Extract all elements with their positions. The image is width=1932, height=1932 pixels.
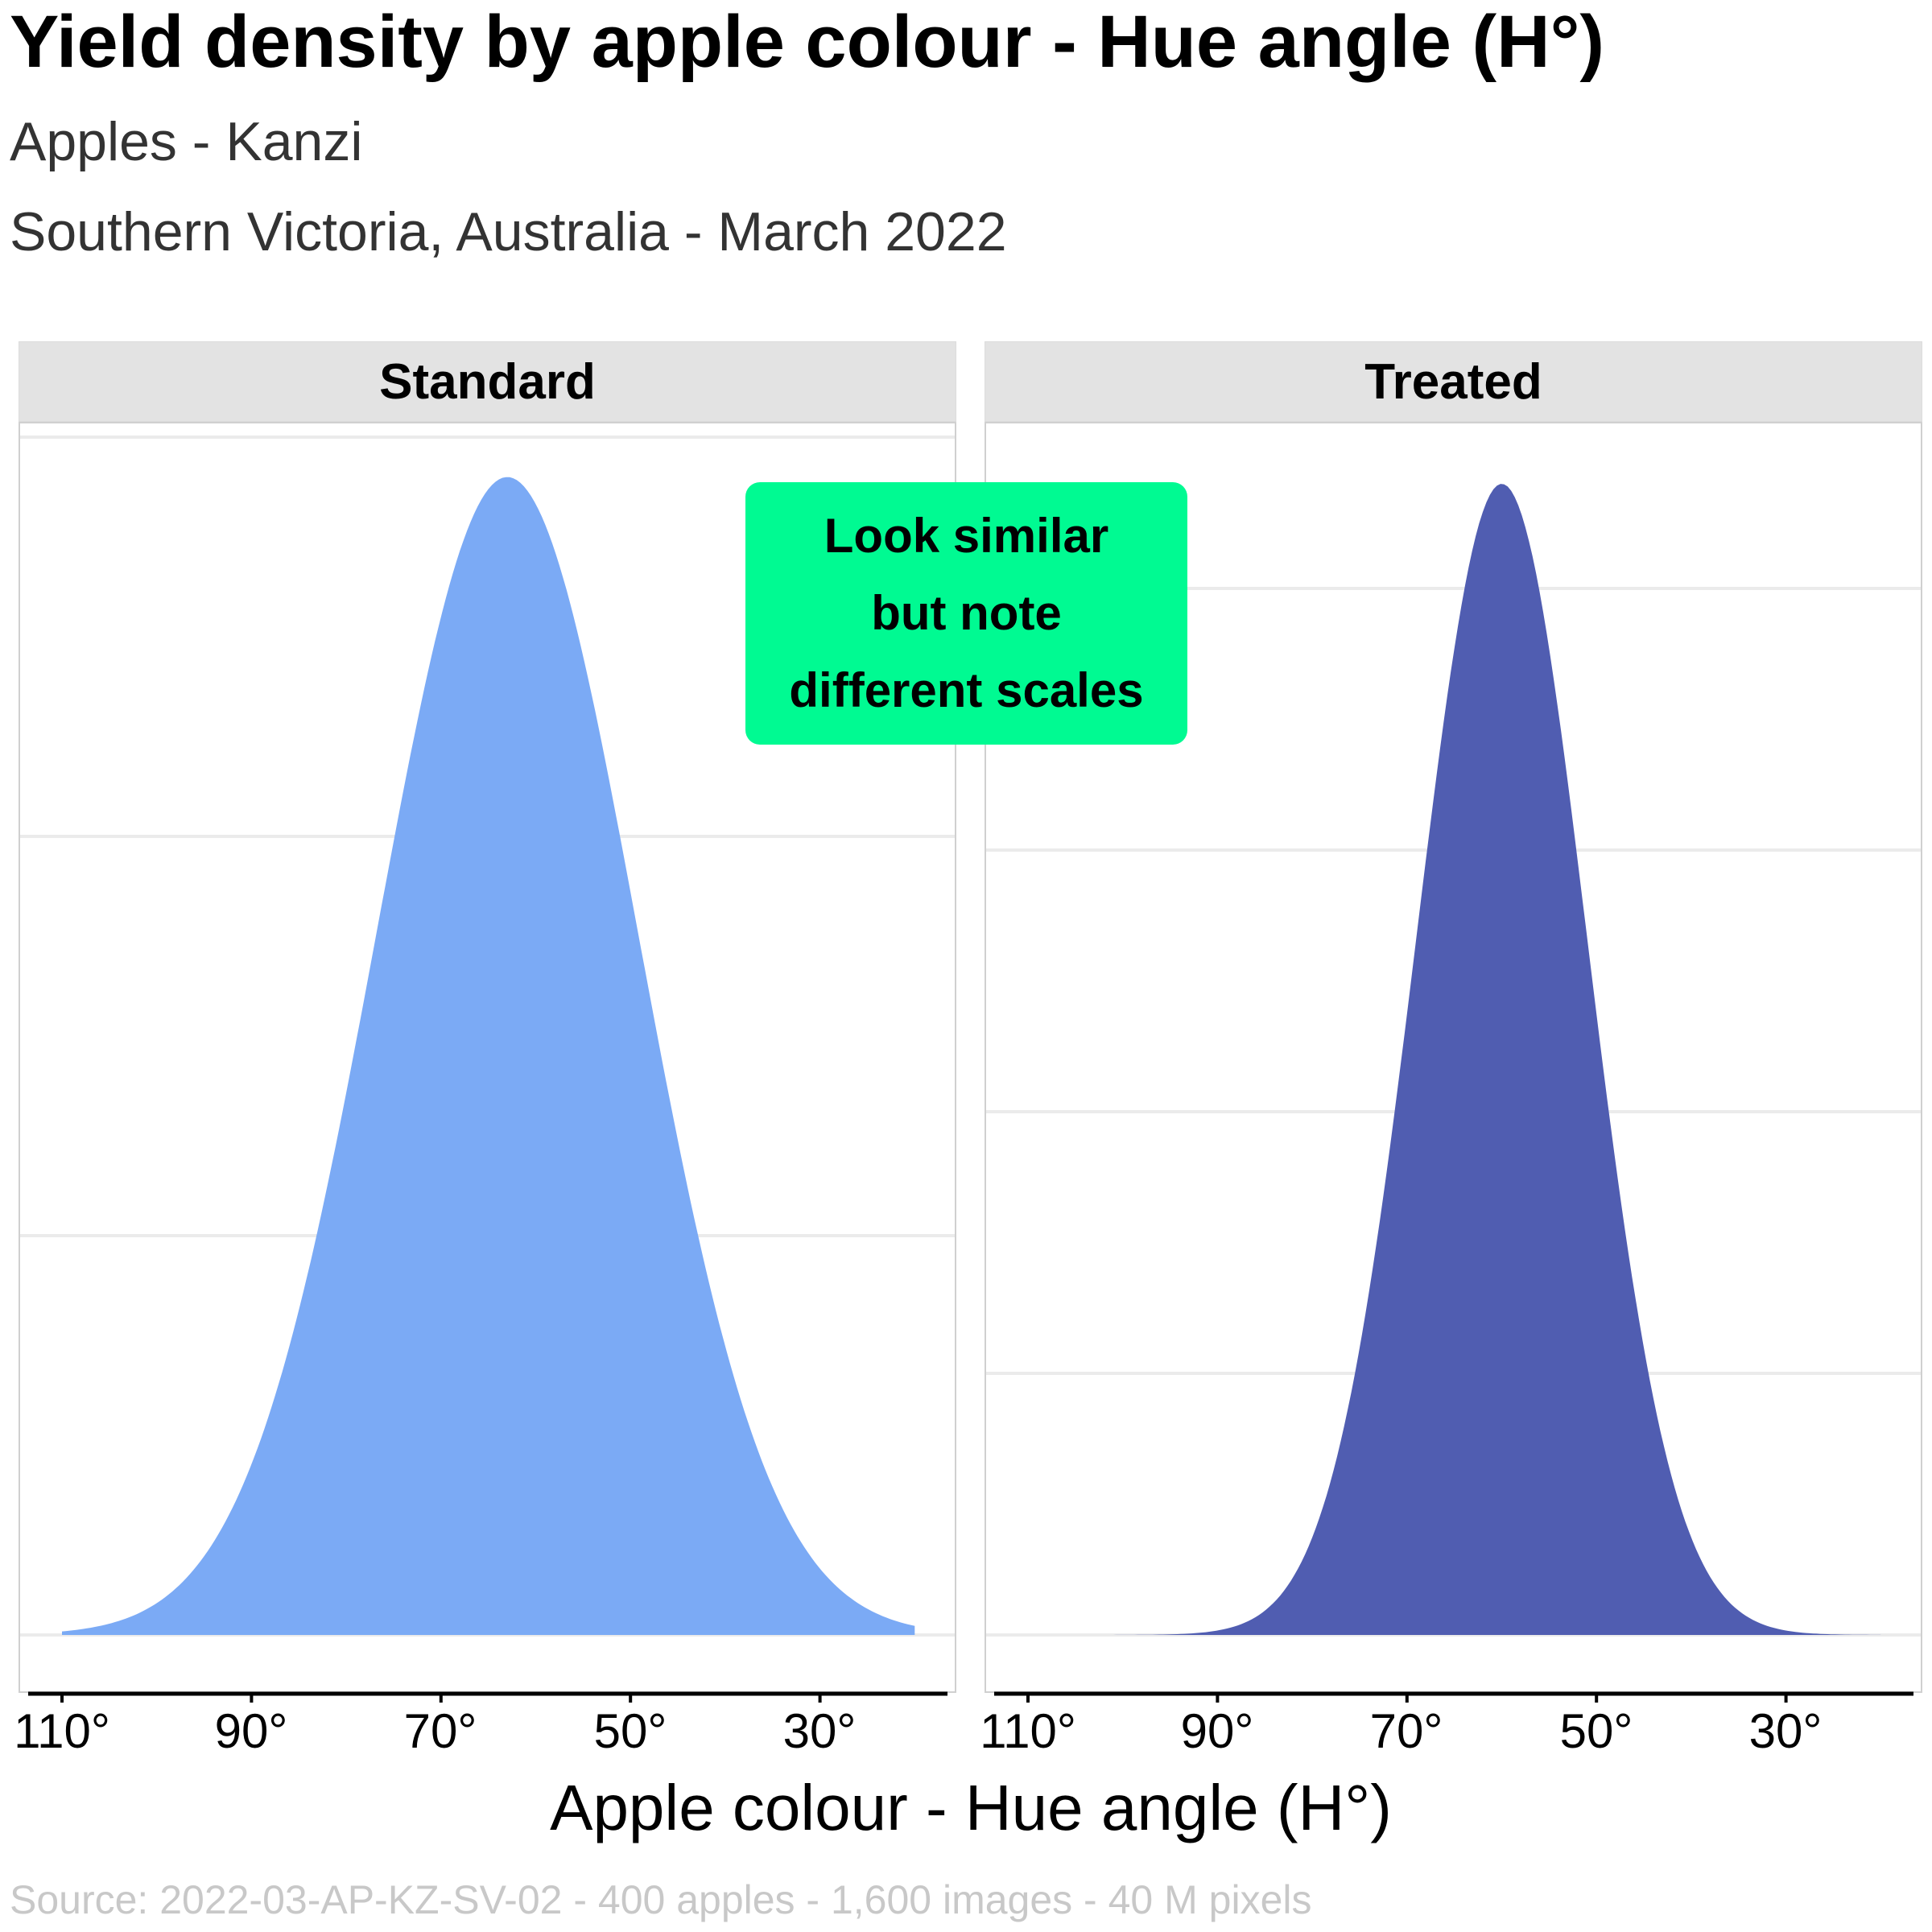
tick-label-50-standard: 50°	[593, 1704, 667, 1758]
annotation-line-2: but note	[871, 586, 1062, 640]
chart-subtitle-variety: Apples - Kanzi	[10, 111, 363, 172]
chart-title: Yield density by apple colour - Hue angl…	[10, 1, 1605, 83]
x-axis-title: Apple colour - Hue angle (H°)	[550, 1772, 1392, 1843]
tick-label-90-standard: 90°	[214, 1704, 288, 1758]
x-axis-standard	[28, 1691, 947, 1703]
density-area-standard	[62, 477, 915, 1636]
tick-label-90-treated: 90°	[1180, 1704, 1254, 1758]
tick-label-70-treated: 70°	[1369, 1704, 1443, 1758]
facet-strip-standard: Standard	[19, 341, 956, 422]
tick-label-110-standard: 110°	[14, 1704, 110, 1758]
x-axis-treated	[994, 1691, 1913, 1703]
tick-label-30-standard: 30°	[782, 1704, 857, 1758]
annotation-callout: Look similar but note different scales	[745, 482, 1187, 745]
facet-strip-treated: Treated	[985, 341, 1922, 422]
tick-label-110-treated: 110°	[980, 1704, 1076, 1758]
density-area-treated	[1028, 484, 1881, 1635]
tick-label-30-treated: 30°	[1748, 1704, 1823, 1758]
annotation-line-3: different scales	[789, 663, 1144, 717]
tick-label-50-treated: 50°	[1559, 1704, 1633, 1758]
source-caption: Source: 2022-03-AP-KZ-SV-02 - 400 apples…	[10, 1877, 1312, 1922]
tick-label-70-standard: 70°	[403, 1704, 477, 1758]
annotation-line-1: Look similar	[824, 509, 1109, 563]
chart-subtitle-location: Southern Victoria, Australia - March 202…	[10, 201, 1007, 262]
